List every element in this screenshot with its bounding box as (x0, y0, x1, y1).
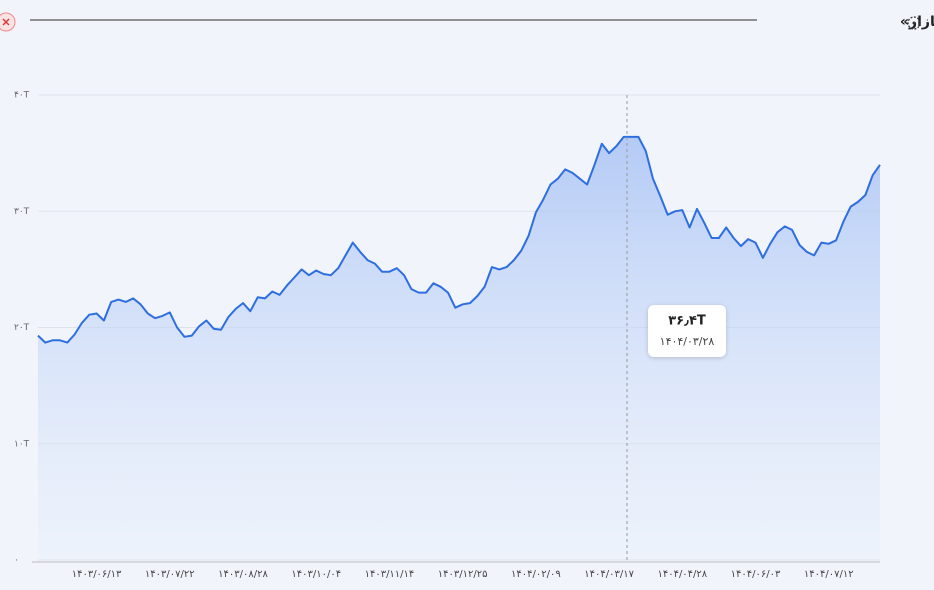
y-tick-label: ۲۰T (14, 323, 30, 333)
x-tick-label: ۱۴۰۳/۱۰/۰۴ (291, 569, 341, 580)
x-tick-label: ۱۴۰۳/۱۱/۱۴ (365, 569, 415, 580)
tooltip: ۳۶٫۴T ۱۴۰۴/۰۳/۲۸ (648, 305, 726, 357)
y-tick-label: ۳۰T (14, 207, 30, 217)
y-tick-label: ۰ (14, 556, 19, 566)
line (37, 135, 881, 344)
x-tick-label: ۱۴۰۳/۰۷/۲۲ (145, 569, 195, 580)
x-tick-label: ۱۴۰۴/۰۳/۱۷ (584, 569, 634, 580)
x-tick-label: ۱۴۰۳/۱۲/۲۵ (438, 569, 488, 580)
x-tick-label: ۱۴۰۴/۰۴/۲۸ (657, 569, 707, 580)
x-tick-label: ۱۴۰۴/۰۲/۰۹ (511, 569, 561, 580)
tooltip-value: ۳۶٫۴T (668, 314, 706, 329)
x-tick-label: ۱۴۰۳/۰۸/۲۸ (218, 569, 268, 580)
y-tick-label: ۴۰T (14, 91, 30, 101)
chart-title: تاریخچه «ارزش بازار» (900, 14, 934, 30)
tooltip-date: ۱۴۰۴/۰۳/۲۸ (660, 335, 715, 348)
area (38, 136, 880, 560)
x-tick-label: ۱۴۰۴/۰۶/۰۳ (731, 569, 781, 580)
x-tick-label: ۱۴۰۳/۰۶/۱۳ (72, 569, 122, 580)
title-icon (907, 16, 921, 30)
tooltip-box (648, 305, 726, 357)
x-tick-label: ۱۴۰۴/۰۷/۱۲ (804, 569, 854, 580)
y-tick-label: ۱۰T (14, 439, 30, 449)
close-button[interactable] (0, 12, 16, 32)
